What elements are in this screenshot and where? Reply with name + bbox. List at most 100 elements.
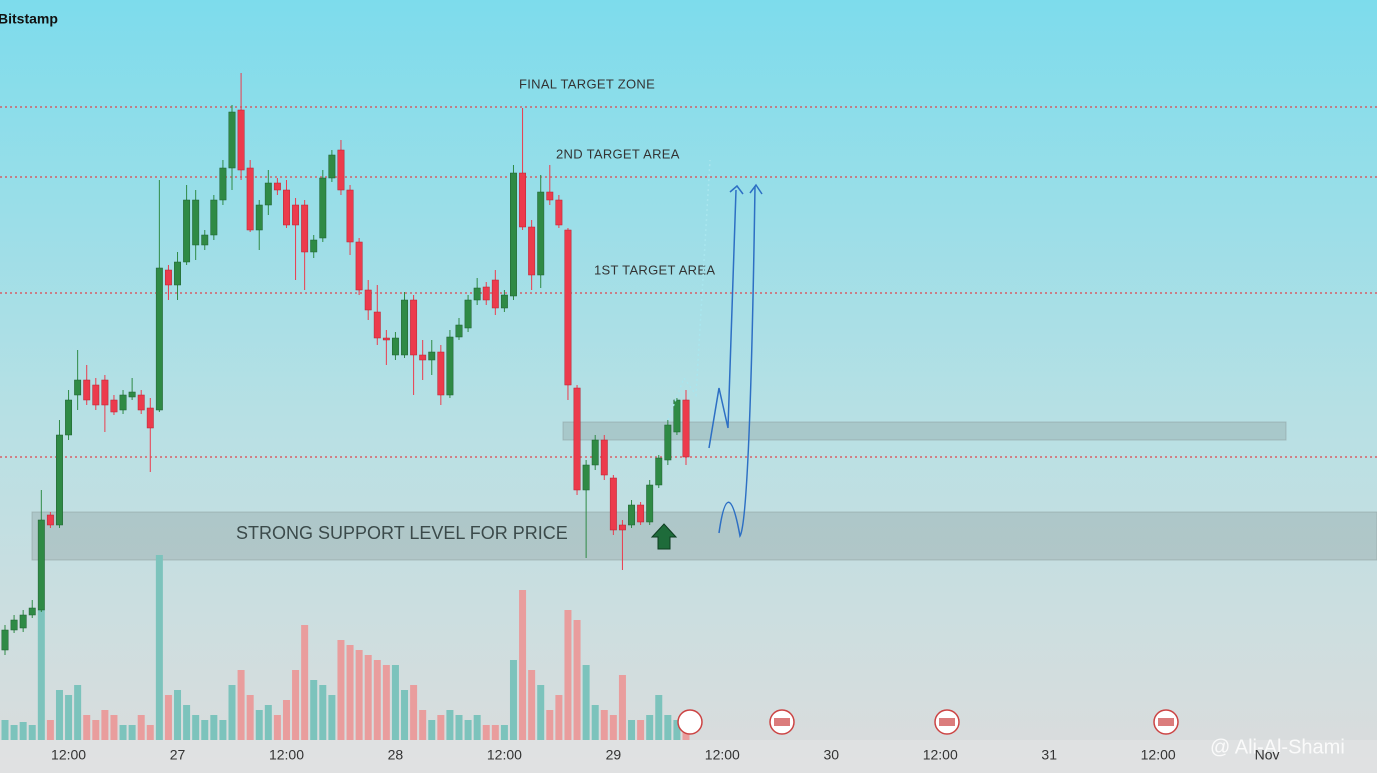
volume-bar [464, 720, 472, 740]
flag [939, 718, 955, 726]
volume-bar [582, 665, 590, 740]
candle-body [146, 407, 154, 429]
candle-body [155, 267, 163, 411]
candle-body [428, 351, 436, 361]
volume-bar [482, 725, 490, 740]
x-tick-label: 12:00 [1141, 747, 1176, 763]
volume-bar [646, 715, 654, 740]
volume-bar [292, 670, 300, 740]
candle-body [401, 299, 408, 356]
arrow-head [749, 183, 763, 195]
volume-bar [391, 665, 399, 740]
volume-bar [65, 695, 73, 740]
candle-body [346, 189, 354, 243]
candle-body [92, 384, 100, 406]
x-tick-label: 31 [1041, 747, 1057, 763]
flag [1158, 718, 1174, 726]
volume-bar [573, 620, 581, 740]
source-label: Bitstamp [0, 11, 58, 27]
candle-body [255, 204, 263, 231]
volume-bar [446, 710, 454, 740]
volume-bar [101, 710, 109, 740]
volume-bar [401, 690, 409, 740]
volume-bar [337, 640, 345, 740]
volume-bar [319, 685, 327, 740]
x-tick-label: 12:00 [705, 747, 740, 763]
volume-bar [210, 715, 218, 740]
volume-bar [1, 720, 9, 740]
volume-bar [346, 645, 354, 740]
x-tick-label: Nov [1255, 747, 1280, 763]
candle-body [682, 399, 690, 458]
candle-body [628, 504, 635, 526]
candle-body [273, 182, 281, 191]
candle-body [510, 172, 517, 297]
time-axis [0, 740, 1377, 773]
projection-arrows [667, 159, 763, 539]
volume-bar [428, 720, 436, 740]
volume-bar [10, 725, 18, 740]
candle-body [382, 337, 390, 341]
volume-bar [609, 715, 617, 740]
candle-body [292, 204, 300, 226]
candle-body [355, 241, 363, 291]
candle-body [618, 524, 626, 531]
candle-body [582, 464, 590, 491]
candle-body [28, 607, 36, 616]
candle-body [464, 299, 472, 329]
candle-body [600, 439, 608, 476]
candle-body [673, 399, 681, 433]
candle-body [110, 399, 118, 413]
volume-bar [555, 695, 563, 740]
candle-body [328, 154, 336, 179]
arrow-head [729, 184, 744, 195]
x-tick-label: 30 [823, 747, 839, 763]
volume-bar [382, 665, 390, 740]
x-tick-label: 12:00 [51, 747, 86, 763]
volume-bar [537, 685, 545, 740]
volume-bar [564, 610, 572, 740]
candle-body [46, 514, 54, 526]
candle-body [210, 199, 218, 236]
candle-body [473, 287, 481, 301]
candle-body [1, 629, 9, 651]
candle-body [74, 379, 82, 396]
candle-body [164, 269, 172, 286]
volume-bar [201, 720, 209, 740]
level-label: 2ND TARGET AREA [556, 146, 680, 161]
candle-body [455, 324, 463, 338]
volume-bar [46, 720, 54, 740]
candle-body [655, 457, 663, 486]
volume-bar [373, 660, 381, 740]
volume-bar [74, 685, 82, 740]
candle-body [528, 226, 536, 276]
volume-bar [146, 725, 154, 740]
x-tick-label: 12:00 [923, 747, 958, 763]
volume-bar [246, 695, 254, 740]
candle-body [246, 167, 254, 231]
volume-bar [19, 722, 27, 740]
volume-bar [237, 670, 245, 740]
volume-bar [364, 655, 372, 740]
x-tick-label: 29 [606, 747, 622, 763]
volume-bar [473, 715, 481, 740]
candle-body [437, 351, 445, 396]
x-tick-label: 28 [388, 747, 404, 763]
candle-body [637, 504, 645, 523]
volume-bar [174, 690, 182, 740]
zone-label: STRONG SUPPORT LEVEL FOR PRICE [236, 523, 568, 543]
volume-bar [355, 650, 363, 740]
candle-body [546, 191, 554, 201]
volume-bar [28, 725, 36, 740]
volume-bar [328, 695, 336, 740]
candle-body [301, 204, 309, 253]
volume-bar [628, 720, 636, 740]
candle-body [65, 399, 73, 436]
candle-body [56, 434, 63, 526]
watermark: @ Ali-Al-Shami [1210, 736, 1345, 758]
level-label: 1ST TARGET AREA [594, 262, 715, 277]
projection-dots [667, 159, 711, 421]
candle-body [83, 379, 91, 401]
